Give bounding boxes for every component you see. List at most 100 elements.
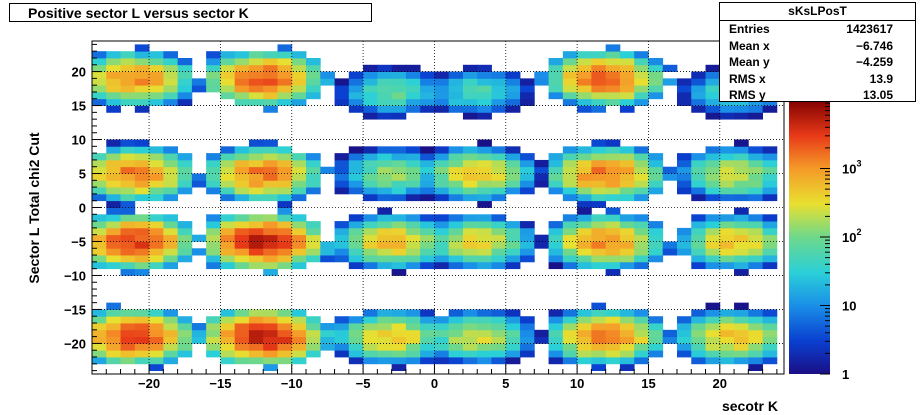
heatmap-cell (605, 98, 621, 106)
heatmap-cell (648, 187, 664, 195)
heatmap-cell (277, 85, 293, 93)
heatmap-cell (405, 166, 421, 174)
y-axis-title: Sector L Total chi2 Cut (26, 132, 42, 284)
heatmap-cell (562, 261, 578, 270)
heatmap-cell (92, 57, 107, 66)
heatmap-cell (306, 255, 321, 263)
heatmap-cell (149, 78, 164, 86)
heatmap-cell (734, 329, 749, 338)
heatmap-cell (434, 173, 450, 181)
heatmap-cell (434, 227, 450, 236)
heatmap-cell (634, 187, 649, 195)
heatmap-cell (748, 112, 763, 120)
heatmap-cell (420, 180, 435, 188)
heatmap-cell (220, 227, 236, 236)
heatmap-cell (634, 316, 649, 324)
heatmap-cell (448, 187, 464, 195)
heatmap-cell (291, 180, 307, 188)
heatmap-cell (263, 51, 278, 59)
heatmap-cell (120, 214, 136, 222)
heatmap-cell (577, 221, 592, 229)
heatmap-cell (434, 234, 450, 242)
heatmap-cell (106, 98, 121, 106)
heatmap-cell (691, 98, 706, 106)
heatmap-cell (748, 316, 763, 324)
heatmap-cell (462, 316, 478, 324)
heatmap-cell (520, 221, 535, 229)
heatmap-cell (562, 350, 578, 358)
heatmap-cell (163, 357, 179, 365)
heatmap-cell (163, 234, 179, 242)
heatmap-cell (462, 255, 478, 263)
heatmap-cell (434, 98, 450, 106)
heatmap-cell (705, 316, 721, 324)
heatmap-cell (691, 336, 706, 344)
heatmap-cell (248, 261, 264, 270)
heatmap-cell (477, 91, 492, 100)
heatmap-cell (92, 329, 107, 338)
heatmap-cell (120, 261, 136, 270)
heatmap-cell (92, 91, 107, 100)
heatmap-cell (248, 173, 264, 181)
heatmap-cell (477, 241, 492, 249)
heatmap-cell (448, 255, 464, 263)
heatmap-cell (134, 166, 150, 174)
heatmap-cell (92, 323, 107, 331)
heatmap-cell (206, 173, 221, 181)
heatmap-cell (605, 268, 621, 276)
heatmap-cell (320, 248, 335, 256)
heatmap-cell (405, 187, 421, 195)
heatmap-cell (220, 180, 236, 188)
heatmap-cell (577, 173, 592, 181)
heatmap-cell (106, 316, 121, 324)
heatmap-cell (405, 234, 421, 242)
heatmap-cell (134, 173, 150, 181)
heatmap-cell (634, 146, 649, 154)
heatmap-cell (191, 329, 207, 338)
heatmap-cell (377, 221, 393, 229)
heatmap-cell (177, 91, 193, 100)
heatmap-cell (748, 193, 763, 202)
heatmap-cell (106, 153, 121, 161)
heatmap-cell (648, 227, 664, 236)
heatmap-cell (149, 159, 164, 168)
heatmap-cell (648, 316, 664, 324)
heatmap-cell (391, 221, 407, 229)
heatmap-cell (562, 227, 578, 236)
heatmap-cell (348, 173, 364, 181)
heatmap-cell (106, 105, 121, 113)
heatmap-cell (420, 234, 435, 242)
heatmap-cell (263, 214, 278, 222)
heatmap-cell (619, 357, 635, 365)
heatmap-cell (591, 139, 607, 147)
heatmap-cell (348, 85, 364, 93)
heatmap-cell (391, 166, 407, 174)
heatmap-cell (420, 261, 435, 270)
heatmap-cell (448, 85, 464, 93)
heatmap-cell (163, 153, 179, 161)
stats-key: Mean x (729, 38, 770, 53)
heatmap-cell (106, 207, 121, 215)
heatmap-cell (477, 214, 492, 222)
heatmap-cell (120, 51, 136, 59)
heatmap-cell (405, 329, 421, 338)
heatmap-cell (248, 57, 264, 66)
heatmap-cell (420, 173, 435, 181)
heatmap-cell (334, 316, 350, 324)
heatmap-cell (377, 329, 393, 338)
heatmap-cell (377, 64, 393, 72)
heatmap-cell (562, 323, 578, 331)
heatmap-cell (263, 146, 278, 154)
heatmap-cell (163, 227, 179, 236)
heatmap-cell (619, 261, 635, 270)
heatmap-cell (263, 64, 278, 72)
heatmap-cell (505, 71, 521, 79)
heatmap-cell (534, 159, 549, 168)
heatmap-cell (448, 71, 464, 79)
heatmap-cell (734, 323, 749, 331)
heatmap-cell (149, 91, 164, 100)
heatmap-cell (391, 343, 407, 351)
heatmap-cell (277, 153, 293, 161)
heatmap-cell (92, 159, 107, 168)
heatmap-cell (277, 207, 293, 215)
